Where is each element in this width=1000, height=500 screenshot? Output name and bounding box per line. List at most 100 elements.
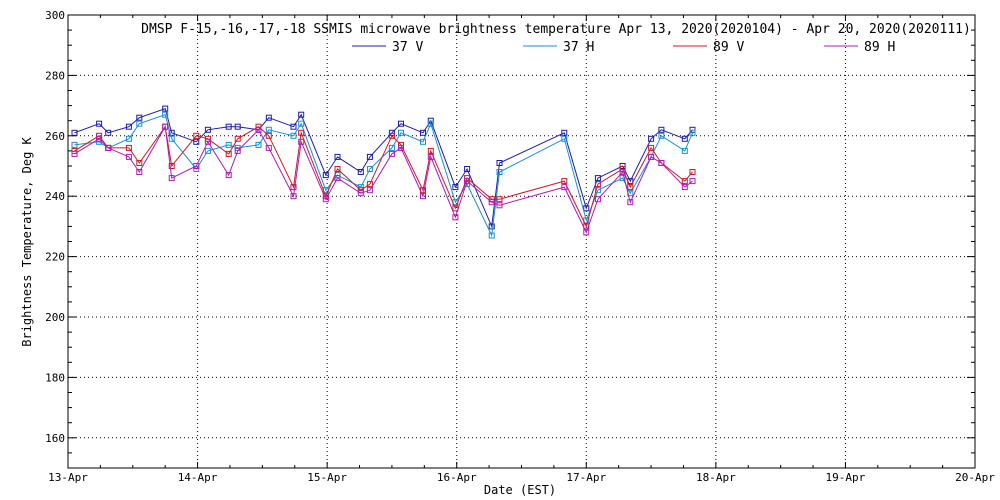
data-point-marker xyxy=(648,135,655,142)
series-layer xyxy=(71,105,696,239)
data-point-marker xyxy=(298,111,305,118)
data-point-marker xyxy=(388,144,395,151)
data-point-marker xyxy=(427,120,434,127)
data-point-marker xyxy=(290,123,297,130)
data-point-marker xyxy=(561,184,568,191)
data-point-marker xyxy=(225,172,232,179)
data-point-marker xyxy=(594,181,601,188)
data-point-marker xyxy=(488,199,495,206)
data-point-marker xyxy=(388,150,395,157)
data-point-marker xyxy=(322,172,329,179)
data-point-marker xyxy=(619,175,626,182)
data-point-marker xyxy=(298,120,305,127)
data-point-marker xyxy=(420,193,426,200)
data-point-marker xyxy=(334,166,341,172)
data-point-marker xyxy=(496,202,503,209)
data-point-marker xyxy=(594,175,601,182)
data-point-marker xyxy=(193,132,200,139)
x-tick-label: 15-Apr xyxy=(307,471,347,484)
data-point-marker xyxy=(420,138,426,145)
data-point-marker xyxy=(357,190,364,197)
data-point-marker xyxy=(366,166,373,172)
data-point-marker xyxy=(168,175,175,182)
data-point-marker xyxy=(193,163,200,169)
x-axis-label: Date (EST) xyxy=(484,483,556,497)
data-point-marker xyxy=(594,187,601,194)
data-point-marker xyxy=(168,129,175,136)
data-point-marker xyxy=(398,120,404,127)
data-point-marker xyxy=(334,153,341,160)
data-point-marker xyxy=(658,132,665,139)
series-line xyxy=(74,125,693,234)
tick-layer: 13-Apr 14-Apr 15-Apr 16-Apr 17-Apr 18-Apr 19-A… xyxy=(45,9,995,484)
data-point-marker xyxy=(398,144,404,151)
y-tick-label: 160 xyxy=(45,432,65,445)
series-89-h xyxy=(71,123,696,236)
data-point-marker xyxy=(464,178,471,185)
data-point-marker xyxy=(136,114,143,121)
data-point-marker xyxy=(225,150,232,157)
data-point-marker xyxy=(334,175,341,182)
data-point-marker xyxy=(71,141,78,148)
data-point-marker xyxy=(136,120,143,127)
data-point-marker xyxy=(689,178,696,185)
y-tick-label: 300 xyxy=(45,9,65,22)
x-tick-label: 13-Apr xyxy=(48,471,88,484)
data-point-marker xyxy=(136,169,143,175)
data-point-marker xyxy=(619,169,626,175)
data-point-marker xyxy=(488,223,495,230)
data-point-marker xyxy=(265,132,272,139)
data-point-marker xyxy=(71,129,78,136)
y-tick-label: 220 xyxy=(45,251,65,264)
y-tick-label: 260 xyxy=(45,130,65,143)
data-point-marker xyxy=(96,120,103,127)
data-point-marker xyxy=(162,111,169,118)
data-point-marker xyxy=(162,123,169,130)
data-point-marker xyxy=(648,153,655,160)
data-point-marker xyxy=(96,135,103,142)
data-point-marker xyxy=(204,138,211,145)
data-point-marker xyxy=(234,147,241,154)
data-point-marker xyxy=(225,123,232,130)
data-point-marker xyxy=(136,160,143,166)
data-point-marker xyxy=(583,229,590,236)
data-point-marker xyxy=(255,126,262,133)
series-line xyxy=(74,107,693,229)
data-point-marker xyxy=(225,141,232,148)
data-point-marker xyxy=(427,153,434,160)
grid-layer xyxy=(68,15,975,468)
data-point-marker xyxy=(464,166,471,172)
data-point-marker xyxy=(398,129,404,136)
y-tick-label: 240 xyxy=(45,190,65,203)
y-axis-label: Brightness Temperature, Deg K xyxy=(20,136,34,346)
data-point-marker xyxy=(71,150,78,157)
data-point-marker xyxy=(204,147,211,154)
data-point-marker xyxy=(681,135,688,142)
data-point-marker xyxy=(298,129,305,136)
data-point-marker xyxy=(689,169,696,175)
data-point-marker xyxy=(290,193,297,200)
data-point-marker xyxy=(658,160,665,166)
data-point-marker xyxy=(298,138,305,145)
data-point-marker xyxy=(681,184,688,191)
series-line xyxy=(74,125,693,228)
data-point-marker xyxy=(193,138,200,145)
data-point-marker xyxy=(234,123,241,130)
legend-label: 37 H xyxy=(563,40,594,55)
data-point-marker xyxy=(105,129,112,136)
x-tick-label: 19-Apr xyxy=(826,471,866,484)
data-point-marker xyxy=(627,184,634,191)
data-point-marker xyxy=(583,205,590,212)
data-point-marker xyxy=(648,144,655,151)
x-tick-label: 18-Apr xyxy=(696,471,736,484)
legend-label: 89 V xyxy=(713,40,744,55)
data-point-marker xyxy=(168,163,175,169)
data-point-marker xyxy=(496,169,503,175)
data-point-marker xyxy=(265,144,272,151)
y-tick-label: 180 xyxy=(45,371,65,384)
data-point-marker xyxy=(427,147,434,154)
plot-frame xyxy=(67,14,976,469)
data-point-marker xyxy=(290,184,297,191)
data-point-marker xyxy=(496,196,503,203)
